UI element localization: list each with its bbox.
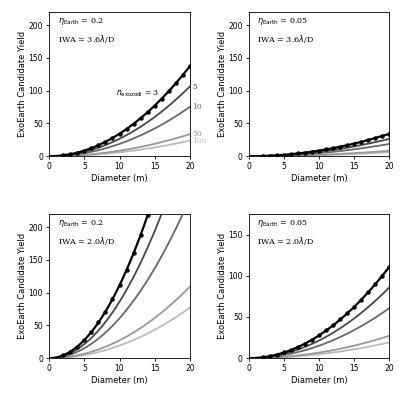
X-axis label: Diameter (m): Diameter (m) bbox=[290, 376, 347, 384]
X-axis label: Diameter (m): Diameter (m) bbox=[91, 174, 148, 183]
Text: 5: 5 bbox=[191, 82, 196, 90]
Text: 100: 100 bbox=[191, 137, 206, 144]
Text: $\eta_{\rm Earth}$ = 0.2
IWA = 3.6$\lambda$/D: $\eta_{\rm Earth}$ = 0.2 IWA = 3.6$\lamb… bbox=[58, 16, 115, 45]
Y-axis label: ExoEarth Candidate Yield: ExoEarth Candidate Yield bbox=[18, 233, 27, 339]
Y-axis label: ExoEarth Candidate Yield: ExoEarth Candidate Yield bbox=[217, 233, 226, 339]
X-axis label: Diameter (m): Diameter (m) bbox=[290, 174, 347, 183]
Text: 10: 10 bbox=[191, 103, 201, 111]
X-axis label: Diameter (m): Diameter (m) bbox=[91, 376, 148, 384]
Y-axis label: ExoEarth Candidate Yield: ExoEarth Candidate Yield bbox=[217, 31, 226, 137]
Text: 50: 50 bbox=[191, 130, 201, 138]
Text: $n_{\rm exozodi}$ = 3: $n_{\rm exozodi}$ = 3 bbox=[116, 89, 159, 99]
Text: $\eta_{\rm Earth}$ = 0.05
IWA = 2.0$\lambda$/D: $\eta_{\rm Earth}$ = 0.05 IWA = 2.0$\lam… bbox=[257, 218, 314, 247]
Text: $\eta_{\rm Earth}$ = 0.2
IWA = 2.0$\lambda$/D: $\eta_{\rm Earth}$ = 0.2 IWA = 2.0$\lamb… bbox=[58, 218, 115, 247]
Y-axis label: ExoEarth Candidate Yield: ExoEarth Candidate Yield bbox=[18, 31, 27, 137]
Text: $\eta_{\rm Earth}$ = 0.05
IWA = 3.6$\lambda$/D: $\eta_{\rm Earth}$ = 0.05 IWA = 3.6$\lam… bbox=[257, 16, 314, 45]
